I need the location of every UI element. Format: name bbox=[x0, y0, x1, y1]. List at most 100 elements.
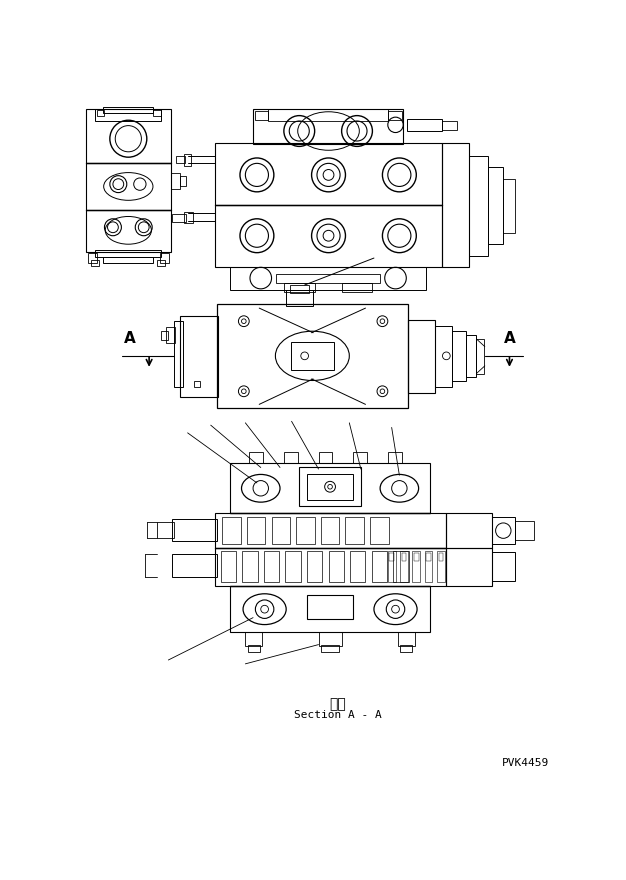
Bar bbox=[299, 467, 361, 506]
Text: PVK4459: PVK4459 bbox=[502, 758, 550, 767]
Bar bbox=[492, 517, 515, 544]
Bar bbox=[230, 586, 430, 632]
Bar bbox=[286, 290, 313, 306]
Bar bbox=[194, 381, 200, 387]
Bar bbox=[249, 452, 263, 463]
Bar bbox=[247, 517, 265, 544]
Text: 断面: 断面 bbox=[329, 697, 346, 711]
Bar bbox=[171, 173, 180, 188]
Bar bbox=[350, 552, 366, 583]
Bar bbox=[388, 111, 402, 121]
Bar bbox=[217, 304, 408, 408]
Bar bbox=[414, 553, 419, 561]
Bar bbox=[290, 285, 309, 293]
Bar bbox=[393, 552, 409, 583]
Bar bbox=[469, 156, 488, 256]
Bar bbox=[242, 552, 258, 583]
Bar bbox=[95, 250, 161, 256]
Bar bbox=[86, 164, 171, 209]
Bar bbox=[157, 260, 165, 266]
Bar bbox=[435, 326, 452, 386]
Bar bbox=[321, 644, 339, 652]
Bar bbox=[284, 282, 315, 292]
Bar bbox=[400, 644, 413, 652]
Bar bbox=[172, 214, 186, 222]
Bar bbox=[174, 321, 183, 386]
Bar bbox=[253, 109, 403, 144]
Bar bbox=[307, 552, 322, 583]
Bar bbox=[342, 282, 372, 292]
Bar bbox=[388, 452, 402, 463]
Bar bbox=[103, 107, 153, 114]
Bar bbox=[515, 521, 534, 539]
Bar bbox=[172, 519, 217, 540]
Text: A: A bbox=[503, 332, 515, 347]
Bar bbox=[184, 154, 192, 165]
Bar bbox=[321, 517, 339, 544]
Bar bbox=[184, 212, 193, 224]
Bar bbox=[264, 552, 279, 583]
Bar bbox=[161, 331, 168, 341]
Bar bbox=[446, 547, 492, 586]
Bar bbox=[215, 143, 442, 205]
Bar bbox=[353, 452, 367, 463]
Bar bbox=[245, 632, 262, 646]
Bar bbox=[407, 119, 442, 131]
Bar bbox=[176, 156, 185, 164]
Bar bbox=[372, 552, 387, 583]
Bar bbox=[439, 553, 443, 561]
Bar bbox=[230, 463, 430, 513]
Bar bbox=[442, 143, 469, 267]
Bar bbox=[291, 342, 334, 370]
Bar bbox=[437, 552, 445, 583]
Bar bbox=[215, 513, 446, 547]
Bar bbox=[180, 176, 186, 186]
Text: Section A - A: Section A - A bbox=[294, 710, 382, 720]
Bar bbox=[230, 267, 426, 290]
Bar bbox=[86, 109, 171, 164]
Bar bbox=[503, 179, 515, 232]
Bar bbox=[160, 253, 169, 262]
Bar bbox=[400, 552, 408, 583]
Bar bbox=[172, 554, 217, 577]
Bar bbox=[346, 517, 364, 544]
Bar bbox=[388, 552, 396, 583]
Bar bbox=[272, 517, 290, 544]
Bar bbox=[255, 111, 269, 121]
Bar bbox=[446, 513, 492, 547]
Bar bbox=[319, 452, 332, 463]
Bar bbox=[329, 552, 344, 583]
Bar bbox=[180, 316, 218, 397]
Bar bbox=[88, 253, 97, 262]
Bar bbox=[86, 209, 171, 252]
Bar bbox=[285, 552, 301, 583]
Bar bbox=[370, 517, 389, 544]
Bar bbox=[425, 552, 433, 583]
Bar bbox=[402, 553, 406, 561]
Bar bbox=[413, 552, 420, 583]
Bar bbox=[452, 331, 466, 381]
Bar bbox=[166, 327, 175, 342]
Bar bbox=[319, 632, 342, 646]
Bar bbox=[221, 552, 236, 583]
Bar bbox=[153, 110, 161, 116]
Text: A: A bbox=[124, 332, 136, 347]
Bar bbox=[442, 121, 457, 130]
Bar bbox=[408, 319, 435, 392]
Bar bbox=[466, 335, 476, 378]
Bar bbox=[492, 553, 515, 582]
Bar bbox=[103, 257, 153, 262]
Bar bbox=[91, 260, 99, 266]
Bar bbox=[488, 167, 503, 244]
Bar bbox=[157, 522, 174, 538]
Bar bbox=[296, 517, 315, 544]
Bar bbox=[426, 553, 431, 561]
Bar bbox=[95, 109, 161, 121]
Bar bbox=[269, 109, 388, 121]
Bar bbox=[307, 595, 353, 620]
Bar bbox=[215, 547, 446, 586]
Bar bbox=[276, 275, 380, 283]
Bar bbox=[307, 473, 353, 500]
Bar bbox=[222, 517, 241, 544]
Bar bbox=[398, 632, 415, 646]
